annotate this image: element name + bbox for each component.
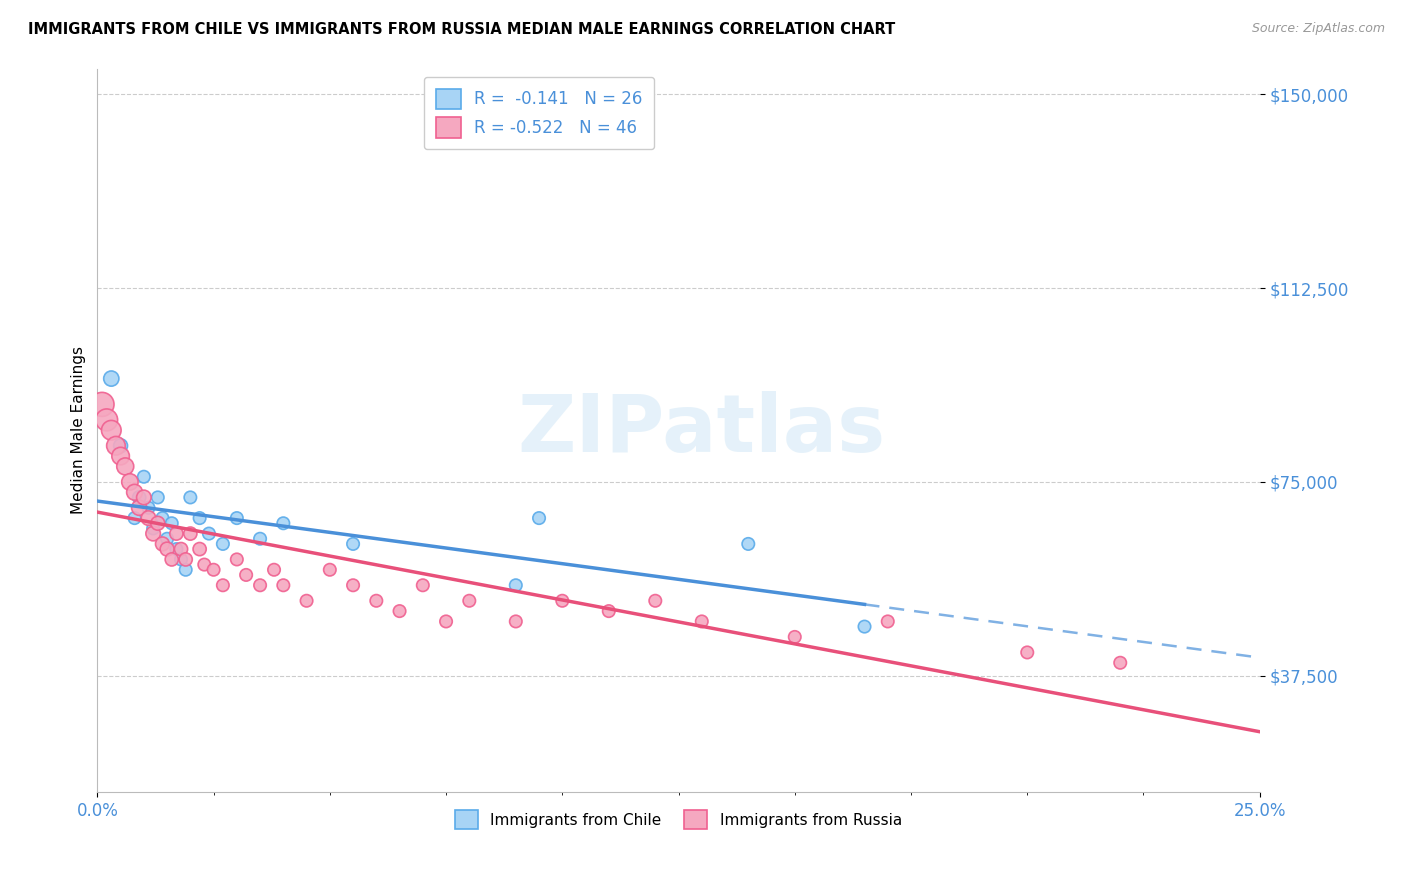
Point xyxy=(132,469,155,483)
Point xyxy=(273,578,295,592)
Point xyxy=(527,511,550,525)
Point xyxy=(202,563,225,577)
Point xyxy=(156,542,179,557)
Point xyxy=(690,615,713,629)
Point xyxy=(100,423,122,437)
Point xyxy=(225,511,247,525)
Point xyxy=(100,371,122,385)
Point xyxy=(114,459,136,474)
Point xyxy=(212,537,235,551)
Point xyxy=(104,439,127,453)
Point xyxy=(263,563,285,577)
Point xyxy=(174,552,197,566)
Point xyxy=(295,594,318,608)
Text: Source: ZipAtlas.com: Source: ZipAtlas.com xyxy=(1251,22,1385,36)
Point xyxy=(160,552,183,566)
Point xyxy=(273,516,295,531)
Point xyxy=(225,552,247,566)
Point xyxy=(179,491,201,505)
Point xyxy=(96,413,118,427)
Point xyxy=(198,526,221,541)
Point xyxy=(434,615,457,629)
Point xyxy=(146,516,169,531)
Point xyxy=(1109,656,1132,670)
Point xyxy=(179,526,201,541)
Point xyxy=(110,449,132,463)
Point xyxy=(156,532,179,546)
Point xyxy=(174,563,197,577)
Point xyxy=(737,537,759,551)
Point xyxy=(853,619,876,633)
Point xyxy=(124,485,146,500)
Point xyxy=(91,397,114,411)
Point xyxy=(235,568,257,582)
Point xyxy=(142,526,165,541)
Point xyxy=(118,475,141,489)
Point xyxy=(132,491,155,505)
Point xyxy=(458,594,481,608)
Point xyxy=(165,526,187,541)
Point xyxy=(505,578,527,592)
Point xyxy=(1017,645,1039,659)
Y-axis label: Median Male Earnings: Median Male Earnings xyxy=(72,346,86,515)
Point xyxy=(142,521,165,535)
Point xyxy=(160,516,183,531)
Point xyxy=(128,491,150,505)
Point xyxy=(193,558,215,572)
Point xyxy=(598,604,620,618)
Point xyxy=(319,563,342,577)
Point xyxy=(170,552,193,566)
Point xyxy=(165,542,187,557)
Point xyxy=(188,542,211,557)
Point xyxy=(644,594,666,608)
Point xyxy=(412,578,434,592)
Point xyxy=(124,511,146,525)
Point xyxy=(152,511,174,525)
Point xyxy=(342,578,364,592)
Point xyxy=(249,532,271,546)
Point xyxy=(212,578,235,592)
Point xyxy=(152,537,174,551)
Point xyxy=(110,439,132,453)
Point xyxy=(366,594,388,608)
Point xyxy=(551,594,574,608)
Point xyxy=(249,578,271,592)
Point xyxy=(188,511,211,525)
Point xyxy=(783,630,806,644)
Text: IMMIGRANTS FROM CHILE VS IMMIGRANTS FROM RUSSIA MEDIAN MALE EARNINGS CORRELATION: IMMIGRANTS FROM CHILE VS IMMIGRANTS FROM… xyxy=(28,22,896,37)
Legend: Immigrants from Chile, Immigrants from Russia: Immigrants from Chile, Immigrants from R… xyxy=(449,804,908,835)
Point xyxy=(876,615,898,629)
Point xyxy=(138,500,160,515)
Point xyxy=(170,542,193,557)
Point xyxy=(505,615,527,629)
Point xyxy=(128,500,150,515)
Point xyxy=(342,537,364,551)
Point xyxy=(388,604,411,618)
Point xyxy=(146,491,169,505)
Text: ZIPatlas: ZIPatlas xyxy=(517,392,886,469)
Point xyxy=(138,511,160,525)
